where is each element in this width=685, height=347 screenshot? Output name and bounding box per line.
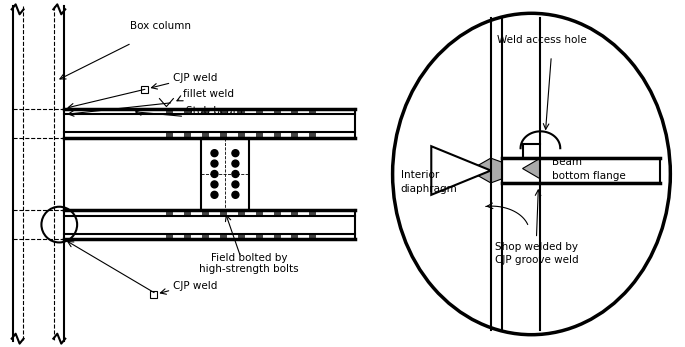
Bar [291, 234, 297, 239]
Circle shape [211, 160, 218, 167]
Text: Beam
bottom flange: Beam bottom flange [552, 158, 626, 181]
Polygon shape [432, 146, 491, 195]
Circle shape [232, 191, 239, 198]
Text: CJP weld: CJP weld [173, 281, 218, 291]
Bar [291, 132, 297, 138]
Bar [140, 86, 147, 93]
Bar [184, 210, 190, 215]
Bar [220, 210, 226, 215]
Bar [273, 132, 279, 138]
Bar [220, 234, 226, 239]
Bar [238, 234, 244, 239]
Bar [202, 109, 208, 115]
Circle shape [211, 170, 218, 177]
Bar [202, 132, 208, 138]
Bar [220, 109, 226, 115]
Circle shape [211, 150, 218, 156]
Bar [201, 138, 249, 210]
Bar [501, 158, 660, 183]
Text: Interior
diaphragm: Interior diaphragm [401, 170, 458, 194]
Bar [166, 109, 173, 115]
Bar [166, 210, 173, 215]
Text: fillet weld: fillet weld [184, 88, 234, 99]
Bar [184, 132, 190, 138]
Circle shape [232, 150, 239, 156]
Text: Field bolted by
high-strength bolts: Field bolted by high-strength bolts [199, 253, 299, 274]
Bar [273, 234, 279, 239]
Bar [202, 234, 208, 239]
Bar [256, 234, 262, 239]
Circle shape [232, 160, 239, 167]
Bar [291, 210, 297, 215]
Bar [256, 132, 262, 138]
Bar [166, 234, 173, 239]
Bar [256, 109, 262, 115]
Polygon shape [523, 158, 540, 179]
Bar [273, 210, 279, 215]
Bar [273, 109, 279, 115]
Polygon shape [521, 132, 560, 148]
Bar [220, 132, 226, 138]
Circle shape [232, 170, 239, 177]
Bar [238, 132, 244, 138]
Bar [291, 109, 297, 115]
Text: Shop welded by
CJP groove weld: Shop welded by CJP groove weld [495, 242, 578, 265]
Circle shape [232, 181, 239, 188]
Bar [309, 109, 315, 115]
Text: Weld access hole: Weld access hole [497, 35, 586, 45]
Bar [238, 109, 244, 115]
Circle shape [211, 191, 218, 198]
Bar [184, 109, 190, 115]
Bar [166, 132, 173, 138]
Text: Stub beam: Stub beam [186, 107, 243, 117]
Polygon shape [469, 158, 501, 183]
Bar [184, 234, 190, 239]
Bar [256, 210, 262, 215]
Bar [309, 210, 315, 215]
Bar [202, 210, 208, 215]
Bar [309, 234, 315, 239]
Bar [309, 132, 315, 138]
Text: Box column: Box column [129, 21, 190, 31]
Text: CJP weld: CJP weld [173, 73, 218, 83]
Bar [238, 210, 244, 215]
Bar [149, 291, 156, 298]
Circle shape [211, 181, 218, 188]
Ellipse shape [393, 13, 671, 335]
